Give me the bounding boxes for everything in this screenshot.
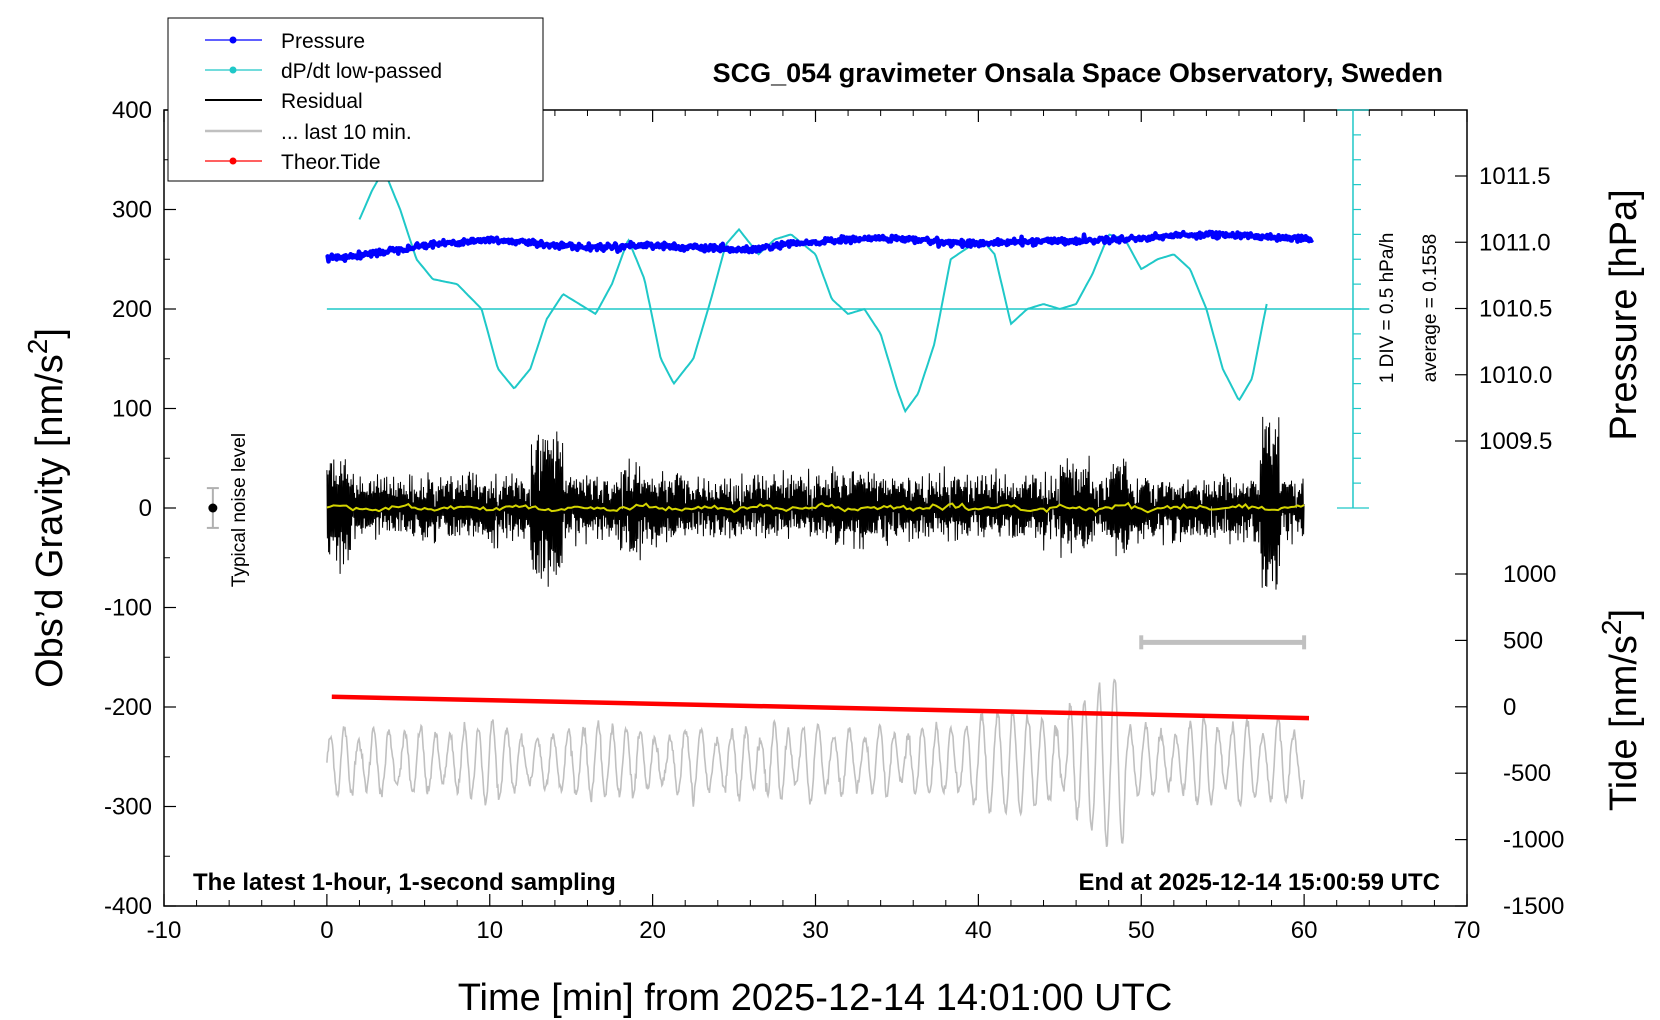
x-tick-label: -10 [147,917,182,944]
x-axis-label: Time [min] from 2025-12-14 14:01:00 UTC [458,977,1173,1019]
legend-entry-pressure: Pressure [205,30,365,53]
bottom-left-annotation: The latest 1-hour, 1-second sampling [193,869,616,896]
tide-tick-label: 0 [1503,694,1516,721]
y-tick-label: 200 [112,296,152,323]
pressure-tick-label: 1011.0 [1479,229,1551,256]
legend-entry-residual: Residual [205,90,363,113]
bottom-right-annotation: End at 2025-12-14 15:00:59 UTC [1079,869,1441,896]
last-10-min-series [326,678,1305,848]
tide-tick-label: -500 [1503,760,1551,787]
dpdt-scale-label: 1 DIV = 0.5 hPa/h [1377,233,1398,384]
theor-tide-series-group [331,694,1310,721]
y-tick-label: -100 [104,595,152,622]
pressure-axis-ticks: 1011.5 1011.0 1010.5 1010.0 1009.5 [1455,163,1552,455]
y-tick-label: -400 [104,893,152,920]
residual-line [326,416,1305,590]
legend-label-theor-tide: Theor.Tide [281,151,381,174]
dpdt-series-group [326,168,1370,414]
legend-entry-theor-tide: Theor.Tide [205,151,381,174]
legend-label-last-10-min: ... last 10 min. [281,121,412,144]
pressure-tick-label: 1009.5 [1479,428,1552,455]
y-axis-label-left: Obs’d Gravity [nm/s2] [22,328,72,688]
pressure-tick-label: 1010.0 [1479,362,1552,389]
y-tick-label: -200 [104,694,152,721]
chart-title: SCG_054 gravimeter Onsala Space Observat… [713,58,1443,88]
noise-level-dot [208,503,218,513]
pressure-tick-label: 1011.5 [1479,163,1551,190]
y-tick-label: 0 [139,495,152,522]
last-10-min-bar [1139,635,1307,650]
x-axis-ticks: -10 0 10 20 30 40 50 60 70 [147,110,1481,944]
noise-level-label: Typical noise level [229,433,250,587]
residual-series [326,416,1305,590]
dpdt-scale-axis [1336,109,1369,509]
tide-tick-label: -1500 [1503,893,1564,920]
pressure-tick-label: 1010.5 [1479,296,1552,323]
tide-tick-label: 1000 [1503,561,1556,588]
legend-entry-dpdt: dP/dt low-passed [205,60,442,83]
x-tick-label: 40 [965,917,992,944]
legend-label-residual: Residual [281,90,363,113]
tide-axis-ticks: 1000 500 0 -500 -1000 -1500 [1455,561,1564,920]
y-axis-label-tide: Tide [nm/s2] [1596,609,1646,811]
dpdt-line [358,168,1268,414]
legend-marker-pressure [229,36,237,44]
theor-tide-line [331,694,1310,721]
tide-tick-label: -1000 [1503,827,1564,854]
legend-entry-last-10-min: ... last 10 min. [205,121,412,144]
legend: Pressure dP/dt low-passed Residual ... l… [167,17,544,182]
y-axis-ticks: 400 300 200 100 0 -100 -200 -300 -400 [104,97,176,920]
y-tick-label: -300 [104,794,152,821]
y-tick-label: 400 [112,97,152,124]
tide-tick-label: 500 [1503,627,1543,654]
pressure-series-group [325,229,1315,264]
residual-smoothed-line [326,501,1305,514]
legend-marker-dpdt [229,66,237,74]
y-tick-label: 300 [112,197,152,224]
last-10-min-line [326,678,1305,848]
noise-level-marker [206,487,219,529]
legend-marker-theor-tide [229,157,237,165]
x-tick-label: 20 [639,917,666,944]
x-tick-label: 50 [1128,917,1155,944]
legend-label-dpdt: dP/dt low-passed [281,60,442,83]
x-tick-label: 0 [320,917,333,944]
x-tick-label: 60 [1291,917,1318,944]
y-tick-label: 100 [112,396,152,423]
residual-smoothed-series [326,501,1305,514]
dpdt-average-label: average = 0.1558 [1420,234,1441,382]
y-axis-label-pressure: Pressure [hPa] [1603,189,1645,440]
legend-label-pressure: Pressure [281,30,365,53]
x-tick-label: 30 [802,917,829,944]
pressure-line [325,229,1315,264]
x-tick-label: 10 [476,917,503,944]
x-tick-label: 70 [1454,917,1481,944]
